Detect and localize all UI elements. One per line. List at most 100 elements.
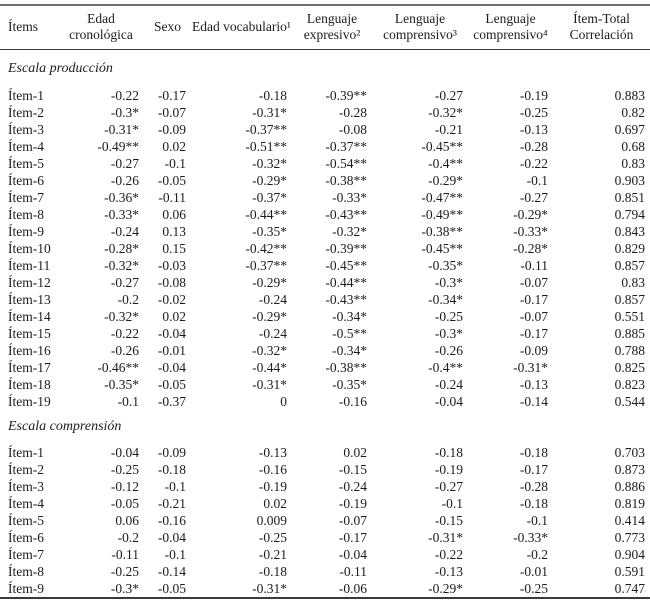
value-cell: -0.25 [258, 530, 287, 545]
item-label: Ítem-8 [8, 207, 44, 222]
column-header-lenguaje-comprensivo-4: Lenguaje comprensivo⁴ [468, 5, 553, 50]
value-cell: -0.54** [325, 156, 367, 171]
value-cell: -0.3* [110, 105, 139, 120]
value-cell: -0.08 [338, 122, 367, 137]
value-cell: -0.09 [519, 343, 548, 358]
value-cell: -0.21 [157, 496, 186, 511]
value-cell: 0.825 [614, 360, 645, 375]
item-label: Ítem-5 [8, 156, 44, 171]
value-cell: -0.14 [519, 394, 548, 409]
item-label: Ítem-1 [8, 445, 44, 460]
value-cell: -0.24 [434, 377, 463, 392]
value-cell: -0.45** [421, 139, 463, 154]
value-cell: -0.12 [110, 479, 139, 494]
value-cell: -0.32* [252, 343, 287, 358]
item-label: Ítem-13 [8, 292, 51, 307]
value-cell: -0.16 [157, 513, 186, 528]
value-cell: 0.843 [614, 224, 645, 239]
value-cell: -0.42** [245, 241, 287, 256]
item-label: Ítem-19 [8, 394, 51, 409]
table-header: Ítems Edad cronológica Sexo Edad vocabul… [0, 5, 650, 50]
table-row: Ítem-1 -0.04 -0.09 -0.13 0.02 -0.18 -0.18 0.703 [0, 444, 650, 461]
value-cell: 0.851 [614, 190, 645, 205]
value-cell: -0.51** [245, 139, 287, 154]
value-cell: -0.38** [325, 173, 367, 188]
item-label: Ítem-4 [8, 139, 44, 154]
table-row: Ítem-5 0.06 -0.16 0.009 -0.07 -0.15 -0.1 0.414 [0, 512, 650, 529]
table-row: Ítem-16 -0.26 -0.01 -0.32* -0.34* -0.26 -0.09 0… [0, 342, 650, 359]
value-cell: -0.28* [104, 241, 139, 256]
value-cell: -0.5** [332, 326, 367, 341]
value-cell: -0.24 [258, 326, 287, 341]
section-title: Escala comprensión [8, 419, 122, 434]
value-cell: -0.18 [519, 496, 548, 511]
value-cell: 0.009 [256, 513, 287, 528]
table-row: Ítem-6 -0.26 -0.05 -0.29* -0.38** -0.29* -0.1 0… [0, 172, 650, 189]
table-row: Ítem-3 -0.12 -0.1 -0.19 -0.24 -0.27 -0.28 0.886 [0, 478, 650, 495]
value-cell: -0.24 [258, 292, 287, 307]
value-cell: 0.903 [614, 173, 645, 188]
value-cell: -0.28* [513, 241, 548, 256]
value-cell: -0.02 [157, 292, 186, 307]
value-cell: 0.02 [343, 445, 367, 460]
value-cell: -0.34* [428, 292, 463, 307]
value-cell: -0.04 [434, 394, 463, 409]
value-cell: -0.2 [117, 292, 139, 307]
value-cell: -0.15 [338, 462, 367, 477]
value-cell: -0.25 [434, 309, 463, 324]
table-row: Ítem-14 -0.32* 0.02 -0.29* -0.34* -0.25 -0.07 0… [0, 308, 650, 325]
value-cell: -0.19 [519, 88, 548, 103]
value-cell: -0.17 [338, 530, 367, 545]
item-label: Ítem-1 [8, 88, 44, 103]
value-cell: -0.39** [325, 241, 367, 256]
table-row: Ítem-12 -0.27 -0.08 -0.29* -0.44** -0.3* -0.07… [0, 274, 650, 291]
value-cell: -0.27 [519, 190, 548, 205]
table-row: Ítem-10 -0.28* 0.15 -0.42** -0.39** -0.45** -0… [0, 240, 650, 257]
value-cell: -0.3* [434, 326, 463, 341]
value-cell: -0.19 [338, 496, 367, 511]
value-cell: -0.18 [157, 462, 186, 477]
value-cell: -0.15 [434, 513, 463, 528]
value-cell: -0.31* [104, 122, 139, 137]
value-cell: -0.13 [434, 564, 463, 579]
item-label: Ítem-16 [8, 343, 51, 358]
value-cell: -0.31* [513, 360, 548, 375]
value-cell: -0.29* [513, 207, 548, 222]
table-row: Ítem-4 -0.05 -0.21 0.02 -0.19 -0.1 -0.18 0.819 [0, 495, 650, 512]
value-cell: 0.773 [614, 530, 645, 545]
value-cell: -0.33* [513, 224, 548, 239]
value-cell: 0.703 [614, 445, 645, 460]
value-cell: 0.591 [614, 564, 645, 579]
value-cell: -0.33* [332, 190, 367, 205]
column-header-items: Ítems [0, 5, 58, 50]
value-cell: -0.13 [519, 377, 548, 392]
value-cell: -0.25 [519, 581, 548, 596]
value-cell: -0.29* [252, 275, 287, 290]
value-cell: -0.31* [252, 377, 287, 392]
value-cell: 0.02 [263, 496, 287, 511]
value-cell: 0.83 [621, 275, 645, 290]
value-cell: -0.17 [519, 462, 548, 477]
value-cell: -0.27 [110, 275, 139, 290]
value-cell: 0.551 [614, 309, 645, 324]
table-body: Escala producción Ítem-1 -0.22 -0.17 -0.18 -0… [0, 50, 650, 599]
value-cell: -0.08 [157, 275, 186, 290]
value-cell: -0.26 [434, 343, 463, 358]
item-label: Ítem-9 [8, 581, 44, 596]
value-cell: -0.49** [421, 207, 463, 222]
value-cell: -0.25 [519, 105, 548, 120]
value-cell: -0.11 [520, 258, 548, 273]
value-cell: -0.37** [245, 258, 287, 273]
table-row: Ítem-18 -0.35* -0.05 -0.31* -0.35* -0.24 -0.13… [0, 376, 650, 393]
table-row: Ítem-8 -0.33* 0.06 -0.44** -0.43** -0.49** -0.… [0, 206, 650, 223]
value-cell: -0.04 [338, 547, 367, 562]
value-cell: -0.21 [434, 122, 463, 137]
value-cell: -0.29* [428, 581, 463, 596]
section-row: Escala comprensión [0, 410, 650, 444]
column-header-lenguaje-expresivo: Lenguaje expresivo² [292, 5, 372, 50]
value-cell: -0.05 [157, 581, 186, 596]
value-cell: -0.17 [519, 326, 548, 341]
value-cell: 0 [280, 394, 287, 409]
value-cell: -0.1 [441, 496, 463, 511]
